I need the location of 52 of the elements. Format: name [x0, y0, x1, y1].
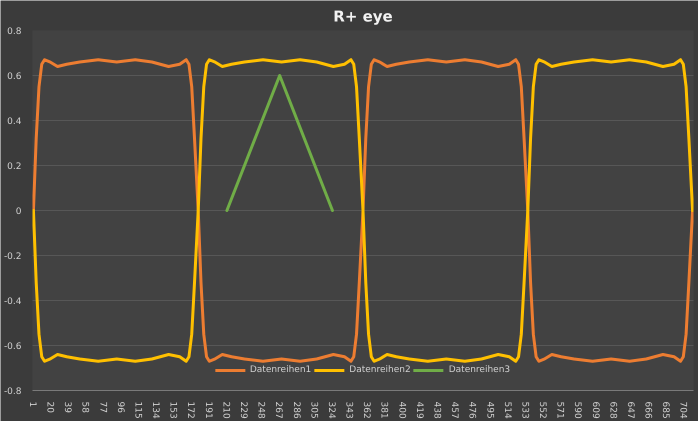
- y-tick-label: 0.8: [7, 27, 22, 37]
- x-tick-label: 571: [554, 402, 565, 419]
- legend-label: Datenreihen2: [349, 365, 411, 375]
- x-tick-label: 191: [202, 402, 213, 419]
- x-tick-label: 210: [220, 402, 230, 419]
- x-tick-label: 153: [168, 402, 178, 419]
- x-tick-label: 343: [344, 402, 354, 419]
- x-tick-label: 495: [484, 402, 494, 419]
- x-tick-label: 39: [62, 402, 72, 414]
- y-tick-label: -0.6: [4, 342, 22, 352]
- x-tick-label: 267: [273, 402, 284, 419]
- y-tick-label: 0.2: [7, 162, 22, 172]
- x-tick-label: 77: [97, 402, 108, 413]
- y-tick-label: -0.2: [4, 252, 22, 262]
- legend-label: Datenreihen1: [250, 365, 312, 375]
- y-tick-label: -0.8: [4, 387, 22, 397]
- x-tick-label: 476: [466, 402, 477, 419]
- x-tick-label: 552: [537, 402, 548, 419]
- legend-label: Datenreihen3: [448, 365, 510, 375]
- x-tick-label: 229: [238, 402, 248, 419]
- x-tick-label: 20: [44, 402, 55, 414]
- y-tick-label: -0.4: [4, 297, 22, 307]
- x-tick-label: 704: [678, 402, 688, 419]
- x-tick-label: 1: [26, 402, 37, 408]
- x-tick-label: 172: [185, 402, 196, 419]
- y-tick-label: 0.4: [7, 117, 22, 127]
- x-tick-label: 666: [642, 402, 653, 419]
- x-tick-label: 400: [396, 402, 406, 419]
- x-tick-label: 115: [132, 402, 142, 419]
- x-tick-label: 647: [624, 402, 635, 419]
- x-tick-label: 609: [590, 402, 600, 419]
- x-tick-label: 248: [256, 402, 266, 419]
- x-tick-label: 533: [519, 402, 530, 419]
- x-tick-label: 628: [607, 402, 618, 419]
- x-tick-label: 419: [414, 402, 424, 419]
- x-tick-label: 324: [326, 402, 336, 419]
- line-series: [32, 58, 694, 363]
- x-tick-label: 514: [502, 402, 512, 419]
- x-tick-label: 457: [449, 402, 460, 419]
- x-tick-label: 58: [80, 402, 90, 414]
- x-tick-label: 438: [431, 402, 442, 419]
- chart-title: R+ eye: [333, 8, 393, 26]
- x-tick-label: 134: [150, 402, 160, 419]
- y-tick-label: 0.6: [7, 72, 22, 82]
- x-tick-label: 685: [660, 402, 670, 419]
- x-tick-label: 286: [290, 402, 301, 419]
- x-tick-label: 362: [361, 402, 372, 419]
- x-tick-label: 96: [114, 402, 125, 414]
- x-tick-label: 590: [572, 402, 582, 419]
- x-tick-label: 381: [378, 402, 389, 419]
- y-tick-label: 0: [16, 207, 22, 217]
- x-tick-label: 305: [308, 402, 318, 419]
